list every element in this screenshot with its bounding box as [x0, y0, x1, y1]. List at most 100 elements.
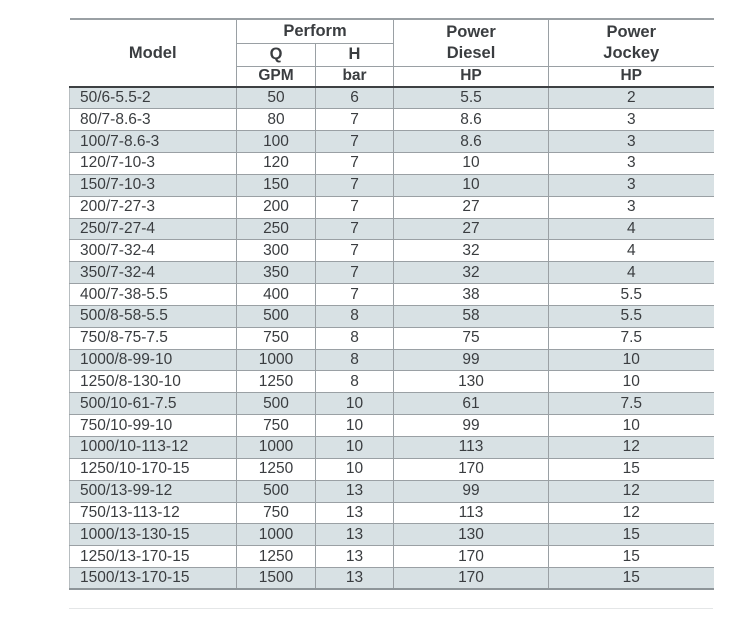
power-jockey-hp-cell: 4 [548, 218, 714, 241]
model-cell: 750/8-75-7.5 [69, 327, 237, 350]
h-bar-cell: 7 [315, 218, 394, 241]
unit-header-hp-diesel: HP [393, 66, 549, 88]
model-cell: 750/10-99-10 [69, 414, 237, 437]
table-row: 1250/8-130-10 1250 8 130 10 [69, 370, 714, 394]
power-jockey-hp-cell: 3 [548, 108, 714, 132]
model-cell: 150/7-10-3 [69, 174, 237, 197]
q-gpm-cell: 500 [236, 305, 316, 328]
table-row: 1000/13-130-15 1000 13 130 15 [69, 523, 714, 547]
model-cell: 250/7-27-4 [69, 218, 237, 241]
h-bar-cell: 7 [315, 261, 394, 285]
h-bar-cell: 7 [315, 239, 394, 263]
power-jockey-hp-cell: 3 [548, 196, 714, 219]
power-jockey-hp-cell: 7.5 [548, 392, 714, 416]
power-jockey-hp-cell: 12 [548, 480, 714, 503]
col-header-power-diesel: Power Diesel [393, 18, 549, 67]
h-bar-cell: 8 [315, 305, 394, 328]
table-row: 750/8-75-7.5 750 8 75 7.5 [69, 327, 714, 350]
q-gpm-cell: 50 [236, 87, 316, 110]
model-cell: 500/8-58-5.5 [69, 305, 237, 328]
h-bar-cell: 8 [315, 327, 394, 350]
table-row: 1000/10-113-12 1000 10 113 12 [69, 436, 714, 459]
q-gpm-cell: 100 [236, 130, 316, 154]
model-cell: 500/10-61-7.5 [69, 392, 237, 416]
table-row: 750/10-99-10 750 10 99 10 [69, 414, 714, 437]
h-bar-cell: 13 [315, 567, 394, 591]
table-row: 100/7-8.6-3 100 7 8.6 3 [69, 130, 714, 154]
q-gpm-cell: 150 [236, 174, 316, 197]
h-bar-cell: 13 [315, 480, 394, 503]
q-gpm-cell: 200 [236, 196, 316, 219]
power-diesel-hp-cell: 27 [393, 196, 549, 219]
model-cell: 1500/13-170-15 [69, 567, 237, 591]
table-row: 50/6-5.5-2 50 6 5.5 2 [69, 87, 714, 110]
q-gpm-cell: 350 [236, 261, 316, 285]
power-diesel-hp-cell: 130 [393, 523, 549, 547]
q-gpm-cell: 750 [236, 327, 316, 350]
table-row: 500/8-58-5.5 500 8 58 5.5 [69, 305, 714, 328]
power-diesel-hp-cell: 130 [393, 370, 549, 394]
table-row: 400/7-38-5.5 400 7 38 5.5 [69, 283, 714, 306]
unit-header-gpm: GPM [236, 66, 316, 88]
q-gpm-cell: 400 [236, 283, 316, 306]
power-jockey-hp-cell: 15 [548, 567, 714, 591]
power-jockey-hp-cell: 15 [548, 545, 714, 569]
power-jockey-hp-cell: 2 [548, 87, 714, 110]
power-diesel-label-line2: Diesel [446, 43, 496, 62]
q-gpm-cell: 750 [236, 502, 316, 525]
h-bar-cell: 10 [315, 436, 394, 459]
power-jockey-label-line2: Jockey [603, 43, 660, 62]
power-jockey-hp-cell: 5.5 [548, 283, 714, 306]
q-gpm-cell: 750 [236, 414, 316, 437]
table-row: 500/10-61-7.5 500 10 61 7.5 [69, 392, 714, 416]
power-diesel-hp-cell: 32 [393, 239, 549, 263]
col-header-power-jockey: Power Jockey [548, 18, 714, 67]
q-gpm-cell: 1000 [236, 436, 316, 459]
table-body: 50/6-5.5-2 50 6 5.5 2 80/7-8.6-3 80 7 8.… [69, 87, 714, 591]
power-diesel-hp-cell: 38 [393, 283, 549, 306]
power-diesel-hp-cell: 32 [393, 261, 549, 285]
bottom-divider-line [69, 608, 713, 609]
h-bar-cell: 13 [315, 502, 394, 525]
power-jockey-hp-cell: 3 [548, 130, 714, 154]
h-bar-cell: 7 [315, 196, 394, 219]
q-gpm-cell: 1000 [236, 523, 316, 547]
model-cell: 750/13-113-12 [69, 502, 237, 525]
q-gpm-cell: 1000 [236, 349, 316, 372]
table-row: 1250/10-170-15 1250 10 170 15 [69, 458, 714, 481]
h-bar-cell: 7 [315, 152, 394, 175]
table-row: 80/7-8.6-3 80 7 8.6 3 [69, 108, 714, 132]
power-diesel-hp-cell: 75 [393, 327, 549, 350]
model-cell: 350/7-32-4 [69, 261, 237, 285]
h-bar-cell: 13 [315, 545, 394, 569]
power-jockey-hp-cell: 10 [548, 370, 714, 394]
power-diesel-hp-cell: 61 [393, 392, 549, 416]
model-cell: 1250/10-170-15 [69, 458, 237, 481]
model-cell: 1000/8-99-10 [69, 349, 237, 372]
power-jockey-hp-cell: 7.5 [548, 327, 714, 350]
power-diesel-hp-cell: 99 [393, 414, 549, 437]
power-jockey-hp-cell: 10 [548, 349, 714, 372]
table-row: 500/13-99-12 500 13 99 12 [69, 480, 714, 503]
h-bar-cell: 8 [315, 349, 394, 372]
q-gpm-cell: 500 [236, 392, 316, 416]
h-bar-cell: 10 [315, 392, 394, 416]
table-row: 120/7-10-3 120 7 10 3 [69, 152, 714, 175]
h-bar-cell: 7 [315, 283, 394, 306]
model-cell: 200/7-27-3 [69, 196, 237, 219]
table-row: 750/13-113-12 750 13 113 12 [69, 502, 714, 525]
unit-header-bar: bar [315, 66, 394, 88]
table-row: 350/7-32-4 350 7 32 4 [69, 261, 714, 285]
h-bar-cell: 7 [315, 130, 394, 154]
power-diesel-hp-cell: 99 [393, 349, 549, 372]
power-jockey-hp-cell: 15 [548, 523, 714, 547]
power-jockey-hp-cell: 4 [548, 239, 714, 263]
h-bar-cell: 13 [315, 523, 394, 547]
power-jockey-hp-cell: 3 [548, 174, 714, 197]
table-row: 150/7-10-3 150 7 10 3 [69, 174, 714, 197]
power-jockey-hp-cell: 5.5 [548, 305, 714, 328]
col-header-q: Q [236, 43, 316, 67]
model-cell: 80/7-8.6-3 [69, 108, 237, 132]
power-diesel-hp-cell: 10 [393, 174, 549, 197]
table-row: 300/7-32-4 300 7 32 4 [69, 239, 714, 263]
